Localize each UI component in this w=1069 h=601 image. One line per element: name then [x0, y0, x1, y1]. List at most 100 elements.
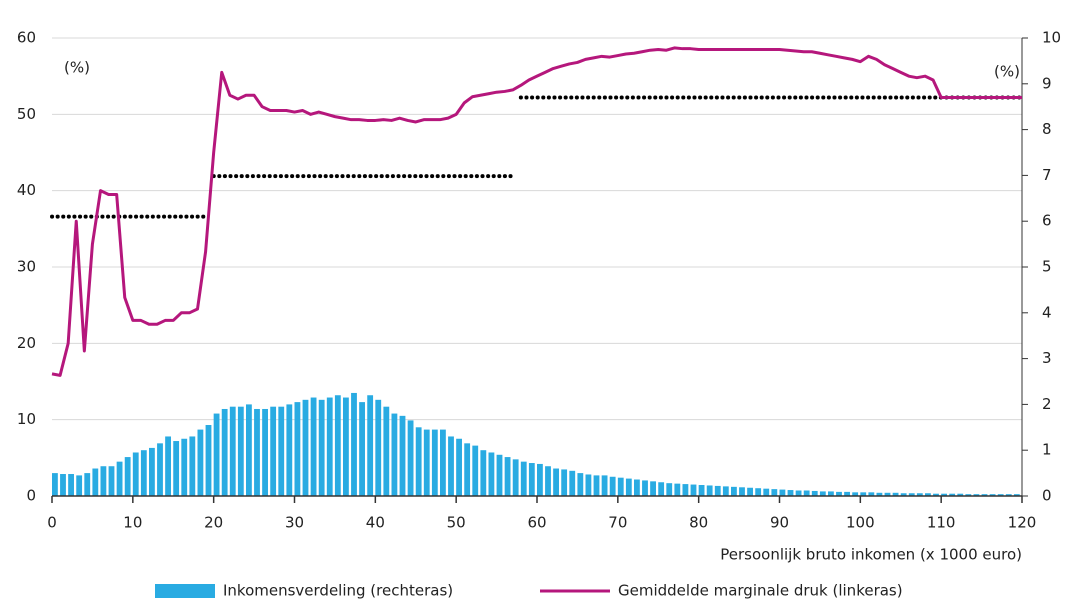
bar — [941, 493, 947, 496]
bar — [593, 475, 600, 496]
x-tick-label: 40 — [366, 514, 385, 532]
bar — [690, 484, 697, 496]
y2-tick-label: 9 — [1042, 74, 1052, 92]
bar — [124, 457, 131, 496]
y2-tick-label: 4 — [1042, 303, 1052, 321]
line — [51, 46, 1022, 377]
bar — [448, 436, 454, 496]
bar — [908, 493, 915, 496]
bar — [205, 425, 212, 496]
bar — [779, 489, 786, 496]
bar — [302, 399, 309, 496]
bar — [270, 406, 277, 496]
x-tick-label: 20 — [204, 514, 223, 532]
bar — [844, 491, 850, 496]
bar — [739, 487, 745, 496]
bar — [132, 452, 139, 496]
bar — [658, 482, 665, 496]
bar — [860, 492, 867, 496]
bar — [488, 452, 495, 496]
bar — [415, 427, 422, 496]
bar — [585, 474, 592, 496]
bar — [278, 406, 285, 496]
y2-tick-label: 7 — [1042, 166, 1052, 184]
y2-tick-label: 3 — [1042, 349, 1052, 367]
bar — [213, 413, 220, 496]
x-tick-label: 90 — [770, 514, 789, 532]
y-tick-label: 40 — [17, 181, 36, 199]
y2-tick-label: 1 — [1042, 441, 1052, 459]
bar — [553, 468, 559, 496]
x-axis-label: Persoonlijk bruto inkomen (x 1000 euro) — [720, 546, 1022, 564]
y2-tick-label: 10 — [1042, 29, 1061, 47]
bar — [92, 468, 99, 496]
bar — [512, 459, 519, 496]
y2-tick-label: 6 — [1042, 212, 1052, 230]
bar — [504, 457, 511, 496]
bar — [116, 461, 123, 496]
bar — [367, 395, 374, 496]
bar — [650, 481, 656, 496]
y-axis-label: (%) — [64, 59, 90, 77]
bar — [828, 491, 834, 496]
bar — [933, 493, 939, 496]
bar — [989, 494, 996, 496]
bar — [949, 493, 956, 496]
y-tick-label: 10 — [17, 410, 36, 428]
x-tick-label: 60 — [527, 514, 546, 532]
bar — [221, 408, 228, 496]
x-tick-label: 70 — [608, 514, 627, 532]
bar — [617, 477, 624, 496]
bar — [480, 450, 487, 496]
bar — [706, 485, 713, 496]
y-tick-label: 20 — [17, 334, 36, 352]
x-tick-label: 30 — [285, 514, 304, 532]
y2-tick-label: 2 — [1042, 395, 1052, 413]
bar — [165, 436, 171, 496]
bar — [149, 447, 155, 496]
y2-axis-label: (%) — [994, 63, 1020, 81]
x-tick-label: 120 — [1008, 514, 1037, 532]
bar — [383, 406, 390, 496]
bar — [254, 408, 260, 496]
bar — [925, 493, 931, 496]
bar — [343, 397, 349, 496]
bar — [900, 493, 907, 496]
y-tick-label: 60 — [17, 29, 36, 47]
y2-tick-label: 8 — [1042, 120, 1052, 138]
bar — [375, 399, 382, 496]
bar — [884, 492, 891, 496]
bar — [528, 463, 535, 496]
bar — [229, 406, 236, 496]
bar — [237, 406, 244, 496]
x-tick-label: 0 — [47, 514, 57, 532]
bar — [52, 473, 58, 496]
bar — [440, 429, 446, 496]
x-tick-label: 100 — [846, 514, 875, 532]
bar — [286, 404, 293, 496]
legend-label: Gemiddelde marginale druk (linkeras) — [618, 582, 903, 600]
bar — [545, 466, 551, 496]
bar — [731, 486, 737, 496]
y2-tick-label: 0 — [1042, 487, 1052, 505]
bar — [682, 484, 689, 496]
bar — [771, 489, 778, 496]
bar — [246, 404, 252, 496]
bar — [431, 429, 438, 496]
bar — [181, 438, 188, 496]
bar — [787, 490, 794, 496]
bar — [76, 475, 83, 496]
y-tick-label: 0 — [26, 487, 36, 505]
bar — [892, 492, 899, 496]
bar — [747, 487, 753, 496]
bar — [1005, 494, 1012, 496]
bar — [326, 397, 333, 496]
x-tick-label: 10 — [123, 514, 142, 532]
bar — [868, 492, 875, 496]
bar — [464, 443, 471, 496]
bar — [957, 493, 964, 496]
bar — [811, 490, 818, 496]
bar — [601, 475, 608, 496]
bar — [714, 485, 721, 496]
bar — [965, 494, 972, 496]
